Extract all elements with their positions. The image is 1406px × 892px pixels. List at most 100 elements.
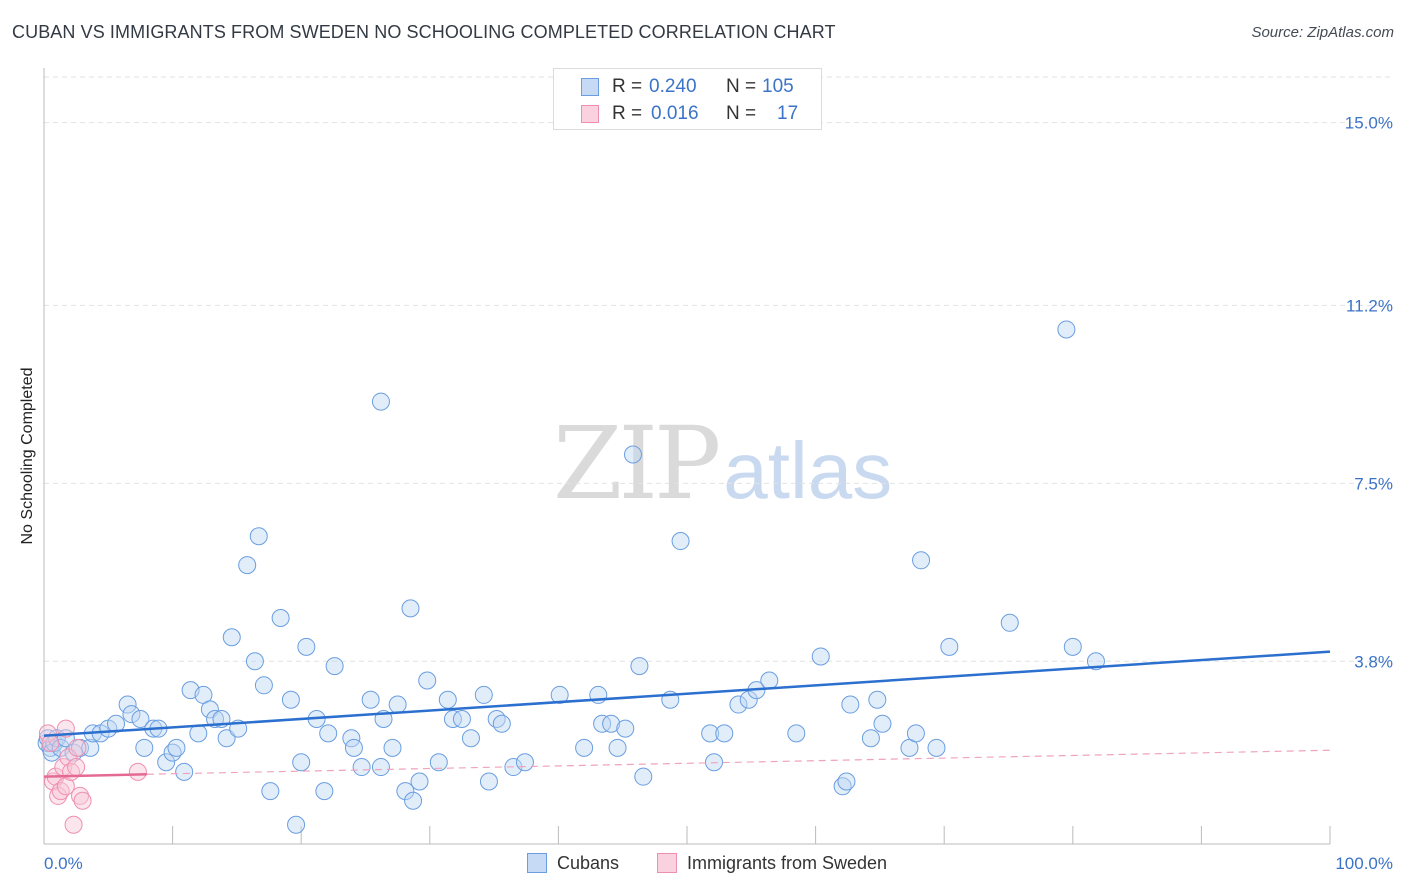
cubans-point: [401, 599, 420, 618]
cubans-point: [217, 729, 236, 748]
cubans-point: [271, 608, 290, 627]
cubans-point: [474, 685, 493, 704]
cubans-point: [418, 671, 437, 690]
cubans-point: [344, 738, 363, 757]
cubans-point: [461, 729, 480, 748]
sweden-trend-extension: [146, 749, 1331, 775]
cubans-point: [608, 738, 627, 757]
y-tick-label: 15.0%: [1345, 114, 1393, 133]
cubans-point: [1057, 320, 1076, 339]
cubans-point: [404, 791, 423, 810]
sweden-point: [56, 719, 75, 738]
legend-n-value: 105: [762, 76, 794, 97]
cubans-point: [388, 695, 407, 714]
cubans-point: [81, 738, 100, 757]
legend-swatch-cubans: [581, 78, 599, 96]
cubans-point: [371, 758, 390, 777]
cubans-point: [811, 647, 830, 666]
cubans-point: [222, 628, 241, 647]
cubans-point: [325, 657, 344, 676]
stats-legend: R = 0.240 N = 105 R = 0.016 N = 17: [553, 68, 822, 130]
cubans-point: [200, 700, 219, 719]
cubans-point: [292, 753, 311, 772]
cubans-point: [701, 724, 720, 743]
cubans-point: [550, 685, 569, 704]
legend-row-cubans: R = 0.240 N = 105: [554, 74, 821, 100]
cubans-point: [315, 782, 334, 801]
cubans-point: [443, 709, 462, 728]
cubans-point: [927, 738, 946, 757]
cubans-point: [319, 724, 338, 743]
cubans-point: [452, 709, 471, 728]
bottom-legend-label-cubans: Cubans: [557, 853, 620, 873]
cubans-point: [287, 815, 306, 834]
cubans-point: [602, 714, 621, 733]
cubans-point: [157, 753, 176, 772]
sweden-point: [73, 791, 92, 810]
sweden-trend-line: [43, 773, 147, 778]
cubans-point: [760, 671, 779, 690]
sweden-point: [59, 748, 78, 767]
y-tick-label: 3.8%: [1354, 652, 1393, 671]
cubans-point: [841, 695, 860, 714]
cubans-point: [281, 690, 300, 709]
cubans-point: [940, 637, 959, 656]
cubans-point: [487, 709, 506, 728]
cubans-point: [616, 719, 635, 738]
chart-title: CUBAN VS IMMIGRANTS FROM SWEDEN NO SCHOO…: [12, 22, 836, 42]
cubans-point: [135, 738, 154, 757]
cubans-point: [837, 772, 856, 791]
cubans-point: [297, 637, 316, 656]
legend-n-label: N =: [726, 76, 757, 97]
cubans-point: [245, 652, 264, 671]
cubans-point: [131, 709, 150, 728]
sweden-point: [51, 782, 70, 801]
cubans-point: [623, 445, 642, 464]
bottom-legend-swatch-cubans: [527, 853, 547, 873]
cubans-point: [593, 714, 612, 733]
cubans-point: [254, 676, 273, 695]
cubans-point: [438, 690, 457, 709]
chart-source: Source: ZipAtlas.com: [1251, 24, 1394, 41]
cubans-point: [492, 714, 511, 733]
cubans-point: [122, 705, 141, 724]
sweden-point: [67, 758, 86, 777]
x-tick-label: 100.0%: [1335, 854, 1393, 873]
cubans-point: [261, 782, 280, 801]
legend-r-value: 0.016: [651, 103, 699, 124]
cubans-point: [189, 724, 208, 743]
cubans-point: [671, 532, 690, 551]
sweden-point: [68, 738, 87, 757]
cubans-point: [371, 392, 390, 411]
cubans-point: [175, 762, 194, 781]
sweden-point: [41, 734, 60, 753]
cubans-point: [630, 657, 649, 676]
cubans-point: [1063, 637, 1082, 656]
legend-n-value: 17: [777, 103, 799, 124]
cubans-trend-line: [43, 650, 1331, 738]
cubans-point: [515, 753, 534, 772]
cubans-point: [429, 753, 448, 772]
sweden-point: [64, 815, 83, 834]
cubans-point: [873, 714, 892, 733]
cubans-point: [479, 772, 498, 791]
cubans-point: [410, 772, 429, 791]
legend-n-label: N =: [726, 103, 757, 124]
cubans-point: [861, 729, 880, 748]
cubans-point: [739, 690, 758, 709]
x-tick-label: 0.0%: [44, 854, 83, 873]
sweden-point: [56, 777, 75, 796]
legend-r-label: R =: [612, 76, 643, 97]
legend-row-sweden: R = 0.016 N = 17: [554, 101, 821, 127]
cubans-point: [383, 738, 402, 757]
bottom-legend-label-sweden: Immigrants from Sweden: [687, 853, 888, 873]
sweden-point: [71, 786, 90, 805]
cubans-point: [118, 695, 137, 714]
legend-r-label: R =: [612, 103, 643, 124]
bottom-legend-swatch-sweden: [657, 853, 677, 873]
cubans-point: [575, 738, 594, 757]
y-tick-label: 11.2%: [1346, 296, 1393, 315]
cubans-point: [912, 551, 931, 570]
cubans-point: [868, 690, 887, 709]
